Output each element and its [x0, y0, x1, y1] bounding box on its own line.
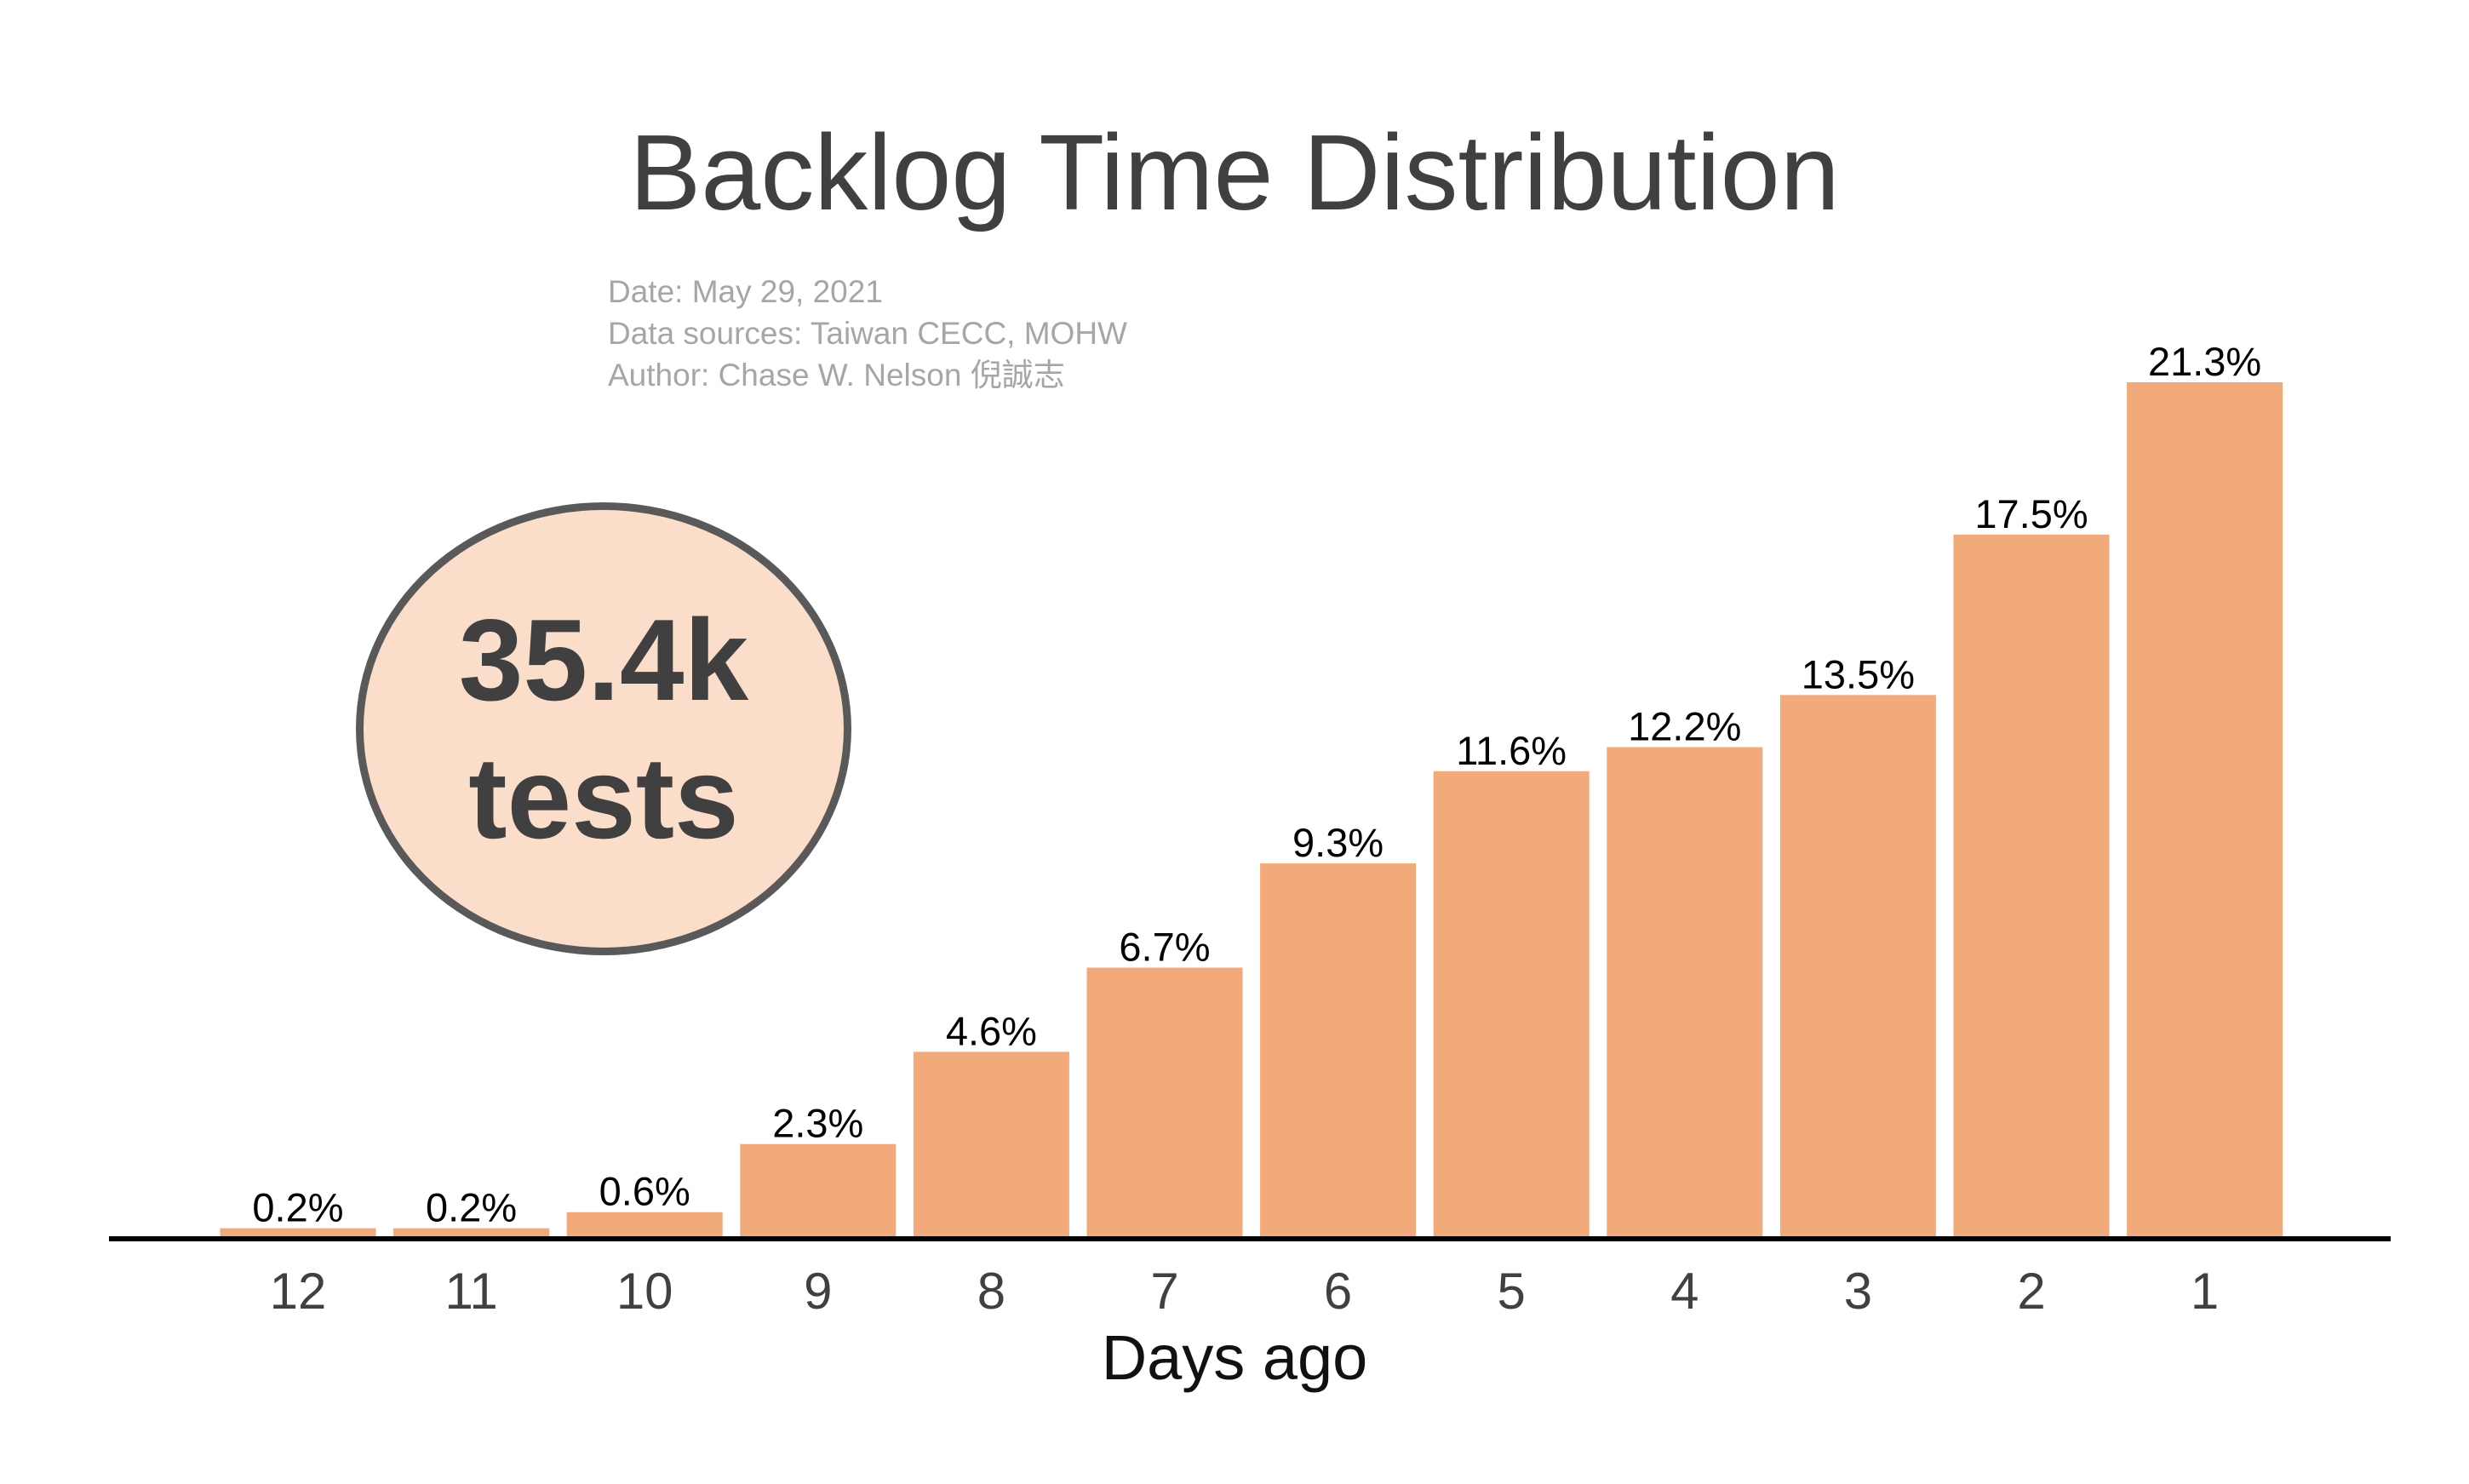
bar-6 — [1260, 863, 1417, 1236]
chart-title: Backlog Time Distribution — [629, 112, 1840, 232]
bar-3 — [1779, 695, 1936, 1236]
value-labels-group: 0.2% 0.2% 0.6% 2.3% 4.6% 6.7% 9.3% 11.6% 12.2% 13… — [252, 339, 2261, 1230]
bars-group — [220, 382, 2283, 1236]
bar-5 — [1433, 771, 1590, 1236]
bar-12 — [220, 1228, 376, 1236]
x-tick-label-11: 11 — [444, 1263, 497, 1320]
bar-value-label-2: 17.5% — [1974, 491, 2088, 536]
bar-value-label-7: 6.7% — [1119, 925, 1210, 970]
x-tick-labels-group: 12 11 10 9 8 7 6 5 4 3 2 1 — [270, 1263, 2220, 1320]
bar-value-label-3: 13.5% — [1802, 651, 1915, 696]
x-tick-label-2: 2 — [2017, 1263, 2045, 1320]
bar-9 — [740, 1143, 897, 1236]
bar-8 — [913, 1051, 1069, 1236]
total-tests-badge: 35.4k tests — [356, 502, 851, 955]
bar-value-label-4: 12.2% — [1628, 704, 1741, 749]
bar-2 — [1953, 534, 2110, 1236]
bar-11 — [393, 1228, 550, 1236]
bar-7 — [1086, 967, 1243, 1236]
bar-value-label-6: 9.3% — [1292, 820, 1383, 865]
x-tick-label-4: 4 — [1670, 1263, 1699, 1320]
x-tick-label-10: 10 — [616, 1263, 673, 1320]
bar-4 — [1607, 747, 1763, 1236]
chart-sources: Data sources: Taiwan CECC, MOHW — [608, 316, 1127, 351]
bar-value-label-5: 11.6% — [1456, 728, 1567, 773]
x-tick-label-5: 5 — [1498, 1263, 1526, 1320]
bar-value-label-9: 2.3% — [772, 1101, 863, 1146]
bar-value-label-1: 21.3% — [2148, 339, 2261, 384]
x-tick-label-9: 9 — [804, 1263, 832, 1320]
x-tick-label-3: 3 — [1844, 1263, 1872, 1320]
chart-date: Date: May 29, 2021 — [608, 274, 883, 309]
total-tests-value: 35.4k — [458, 595, 749, 725]
x-tick-label-12: 12 — [270, 1263, 327, 1320]
x-tick-label-7: 7 — [1150, 1263, 1178, 1320]
x-axis-title: Days ago — [1101, 1322, 1368, 1393]
chart-author: Author: Chase W. Nelson 倪誠志 — [608, 358, 1065, 392]
x-tick-label-6: 6 — [1324, 1263, 1352, 1320]
bar-1 — [2127, 382, 2283, 1236]
bar-value-label-8: 4.6% — [946, 1008, 1037, 1053]
bar-10 — [566, 1212, 723, 1236]
chart-metadata: Date: May 29, 2021 Data sources: Taiwan … — [608, 271, 1127, 396]
bar-value-label-10: 0.6% — [599, 1169, 690, 1214]
x-tick-label-1: 1 — [2191, 1263, 2219, 1320]
x-tick-label-8: 8 — [977, 1263, 1005, 1320]
bar-value-label-12: 0.2% — [252, 1185, 343, 1230]
bar-value-label-11: 0.2% — [426, 1185, 517, 1230]
total-tests-unit: tests — [468, 733, 739, 862]
